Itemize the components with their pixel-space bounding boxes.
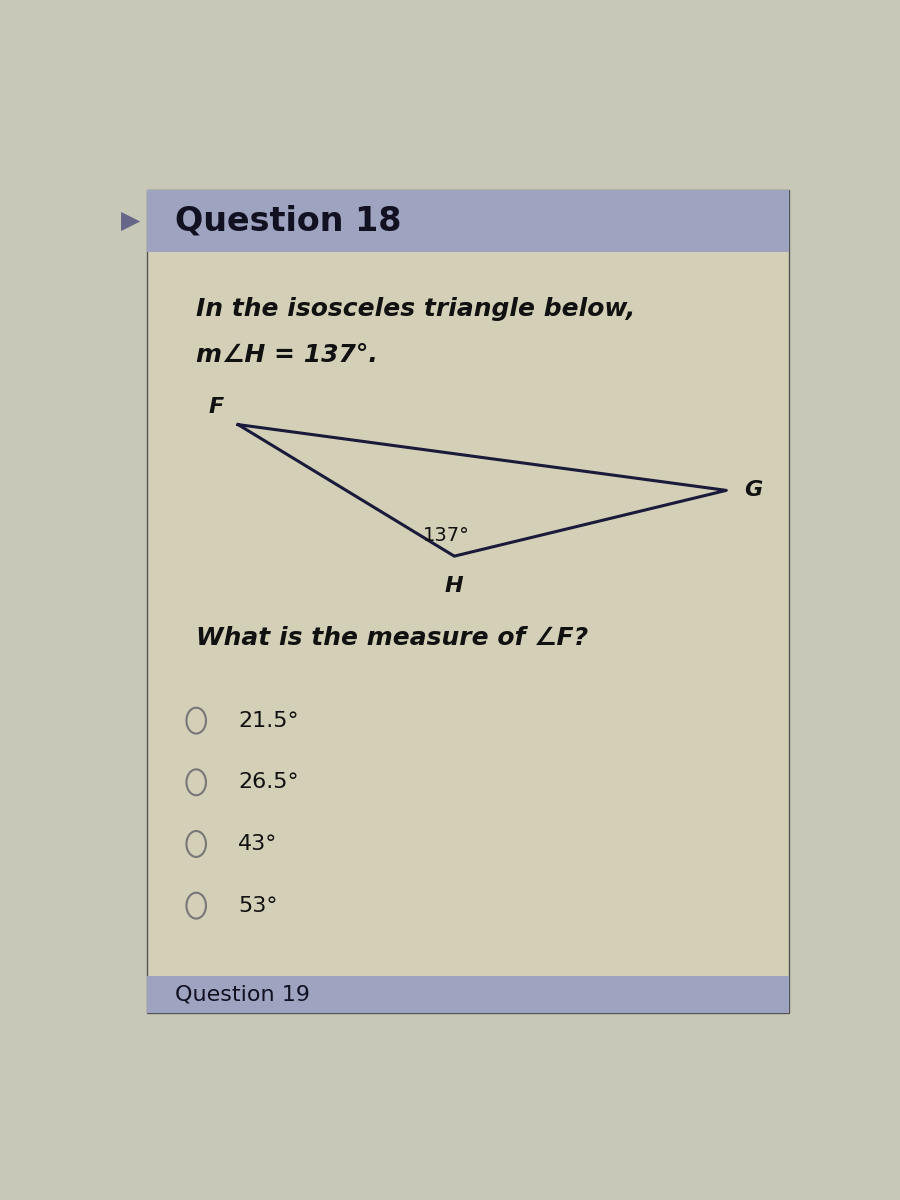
Text: 21.5°: 21.5° bbox=[238, 710, 299, 731]
Text: H: H bbox=[445, 576, 464, 596]
Text: G: G bbox=[743, 480, 762, 500]
Text: 26.5°: 26.5° bbox=[238, 773, 299, 792]
Text: In the isosceles triangle below,: In the isosceles triangle below, bbox=[196, 298, 635, 322]
Text: F: F bbox=[209, 397, 224, 418]
Text: ▶: ▶ bbox=[122, 209, 140, 233]
Text: 43°: 43° bbox=[238, 834, 277, 854]
FancyBboxPatch shape bbox=[148, 976, 789, 1013]
Text: 137°: 137° bbox=[423, 526, 470, 545]
FancyBboxPatch shape bbox=[148, 190, 789, 252]
Text: m∠H = 137°.: m∠H = 137°. bbox=[196, 343, 378, 367]
Text: What is the measure of ∠F?: What is the measure of ∠F? bbox=[196, 626, 589, 650]
Text: 53°: 53° bbox=[238, 895, 277, 916]
Text: Question 18: Question 18 bbox=[176, 204, 401, 238]
Text: Question 19: Question 19 bbox=[176, 984, 310, 1004]
FancyBboxPatch shape bbox=[148, 190, 789, 1013]
